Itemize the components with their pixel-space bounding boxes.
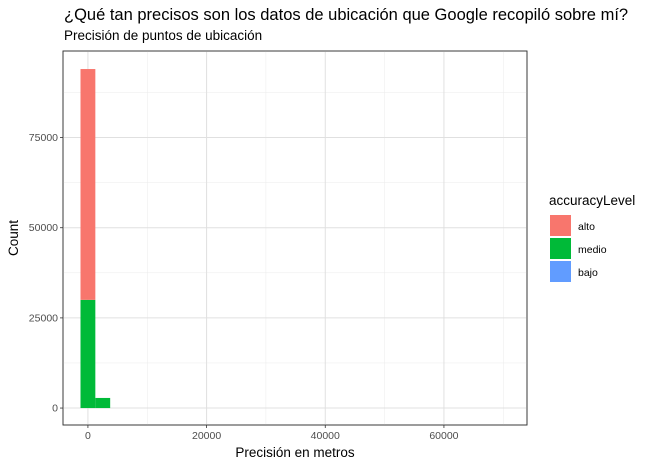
- legend: accuracyLevel alto medio bajo: [549, 193, 635, 282]
- y-axis-title: Count: [6, 220, 21, 256]
- bar-alto: [81, 69, 96, 300]
- plot-panel: [63, 51, 527, 425]
- y-tick-label: 0: [52, 403, 58, 415]
- x-axis: 0 20000 40000 60000: [85, 425, 459, 442]
- legend-label-alto: alto: [578, 221, 595, 233]
- legend-key-medio: [550, 238, 571, 259]
- x-tick-label: 60000: [429, 430, 458, 442]
- bar-medio: [95, 398, 110, 408]
- y-tick-label: 25000: [29, 312, 58, 324]
- bar-medio: [81, 300, 96, 408]
- x-tick-label: 40000: [311, 430, 340, 442]
- y-axis: 0 25000 50000 75000: [29, 132, 63, 414]
- y-tick-label: 50000: [29, 222, 58, 234]
- x-axis-title: Precisión en metros: [235, 445, 355, 460]
- x-tick-label: 20000: [192, 430, 221, 442]
- legend-key-bajo: [550, 261, 571, 282]
- legend-label-medio: medio: [578, 244, 607, 256]
- y-tick-label: 75000: [29, 132, 58, 144]
- x-tick-label: 0: [85, 430, 91, 442]
- legend-key-alto: [550, 215, 571, 236]
- legend-title: accuracyLevel: [549, 193, 635, 208]
- legend-label-bajo: bajo: [578, 267, 598, 279]
